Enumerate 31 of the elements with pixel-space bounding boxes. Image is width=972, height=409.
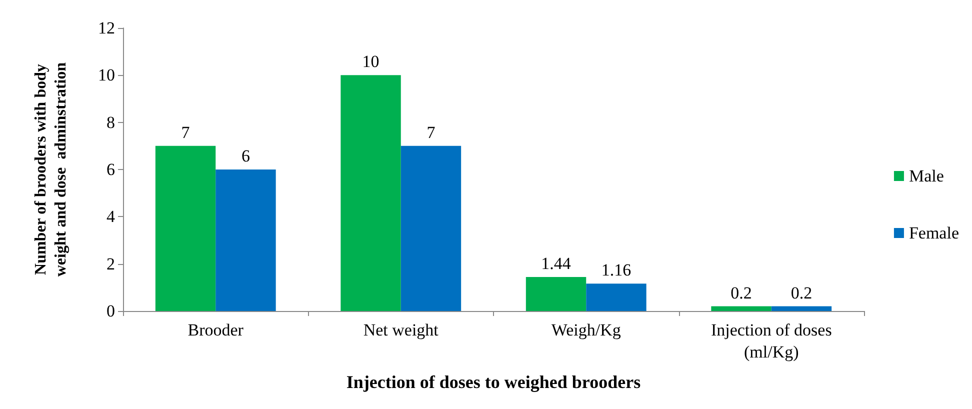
data-label: 7	[426, 122, 436, 142]
y-tick-label: 4	[106, 207, 116, 226]
data-label: 0.2	[790, 283, 812, 302]
x-axis-title: Injection of doses to weighed brooders	[346, 372, 641, 392]
bar	[340, 75, 401, 311]
data-label: 1.16	[601, 260, 632, 280]
y-tick-label: 12	[98, 18, 115, 38]
bar	[711, 306, 772, 311]
bar	[771, 306, 832, 311]
legend-label: Male	[908, 166, 944, 186]
y-tick-label: 0	[106, 302, 115, 320]
y-tick-label: 2	[106, 254, 115, 274]
data-label: 1.44	[541, 254, 572, 274]
bar	[400, 146, 462, 311]
data-label: 10	[362, 52, 380, 72]
data-label: 7	[181, 122, 190, 142]
y-tick-label: 8	[106, 112, 115, 132]
x-tick-label: Brooder	[188, 320, 244, 340]
x-tick-label: Net weight	[363, 320, 439, 340]
legend-label: Female	[908, 224, 960, 242]
x-tick-label: Injection of doses (ml/Kg)	[710, 320, 832, 362]
y-axis-title: Number of brooders with body weight and dose adminstration	[32, 62, 70, 277]
y-tick-label: 6	[106, 160, 115, 179]
data-label: 6	[241, 146, 250, 166]
bar	[216, 170, 276, 311]
bar	[155, 146, 216, 311]
x-tick-label: Weigh/Kg	[551, 320, 622, 340]
bar	[526, 277, 586, 311]
bar	[586, 284, 646, 311]
y-tick-label: 10	[98, 66, 115, 85]
data-label: 0.2	[730, 283, 752, 302]
